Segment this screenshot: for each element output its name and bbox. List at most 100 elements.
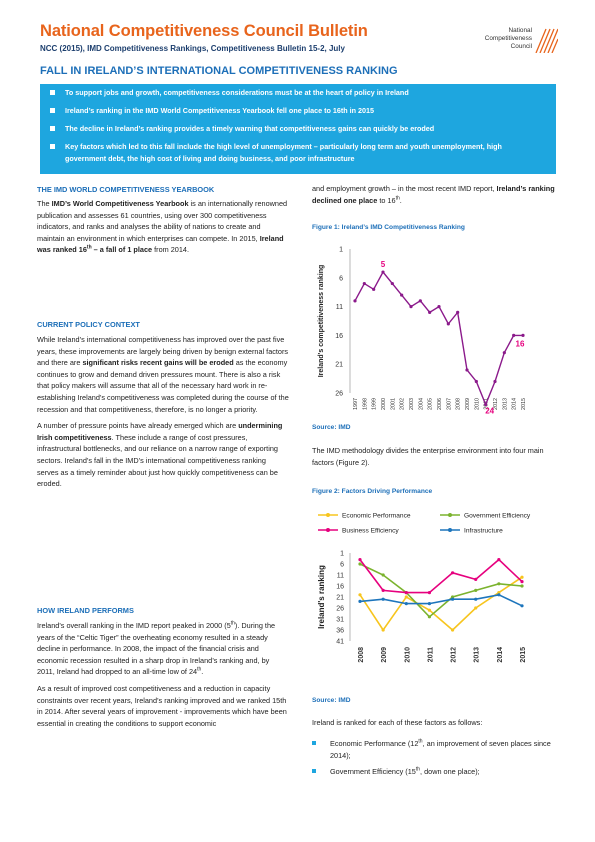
yearbook-paragraph: The IMD’s World Competitiveness Yearbook… [37, 199, 288, 255]
data-point [381, 270, 385, 274]
series-line [359, 558, 523, 594]
data-point [437, 305, 441, 309]
key-point: Ireland’s ranking in the IMD World Compe… [50, 105, 545, 117]
figure-1-source: Source: IMD [312, 424, 351, 431]
data-point [404, 602, 408, 606]
bullet-icon [312, 769, 316, 774]
y-tick-label: 21 [335, 362, 343, 369]
y-tick-label: 11 [336, 304, 343, 311]
x-tick-label: 2012 [493, 398, 499, 410]
legend-label: Business Efficiency [342, 528, 399, 535]
x-tick-label: 2002 [400, 398, 406, 410]
methodology-paragraph: The IMD methodology divides the enterpri… [312, 446, 544, 467]
factors-intro: Ireland is ranked for each of these fact… [312, 718, 483, 727]
data-point [428, 310, 432, 314]
data-point [358, 558, 362, 562]
legend-marker [448, 528, 452, 532]
data-point [456, 310, 460, 314]
key-points-box: To support jobs and growth, competitiven… [40, 84, 556, 174]
data-point [474, 597, 478, 601]
data-point [502, 351, 506, 355]
data-point [400, 293, 404, 297]
x-tick-label: 2013 [474, 647, 481, 663]
data-point [497, 593, 501, 597]
data-point [418, 299, 422, 303]
figure-1-title: Figure 1: Ireland’s IMD Competitiveness … [312, 224, 465, 231]
data-point [497, 582, 501, 586]
figure-2-title: Figure 2: Factors Driving Performance [312, 488, 433, 495]
performance-paragraphs: Ireland’s overall ranking in the IMD rep… [37, 620, 287, 728]
data-point [474, 577, 478, 581]
legend-marker [326, 513, 330, 517]
data-point [427, 602, 432, 606]
intro-paragraph-right: and employment growth – in the most rece… [312, 184, 555, 205]
logo-line-2: Competitiveness [484, 35, 532, 42]
y-tick-label: 1 [340, 551, 344, 558]
data-point [372, 287, 376, 291]
x-tick-label: 2007 [446, 398, 452, 410]
x-tick-label: 1997 [353, 398, 359, 410]
key-point: Key factors which led to this fall inclu… [50, 141, 545, 164]
key-point: To support jobs and growth, competitiven… [50, 87, 545, 99]
y-tick-label: 31 [336, 617, 344, 624]
factor-item: Government Efficiency (15th, down one pl… [312, 766, 564, 778]
y-tick-label: 26 [336, 606, 344, 613]
legend-label: Infrastructure [464, 528, 503, 535]
y-tick-label: 11 [337, 573, 344, 580]
data-point [381, 573, 385, 577]
data-point [520, 575, 524, 579]
data-point [362, 281, 366, 286]
policy-paragraphs: While Ireland’s international competitiv… [37, 335, 289, 489]
x-tick-label: 2008 [358, 647, 365, 663]
x-tick-label: 2012 [451, 647, 458, 663]
factors-list: Economic Performance (12th, an improveme… [312, 738, 564, 778]
bullet-icon [312, 741, 316, 745]
series-line [359, 576, 523, 632]
data-point [497, 558, 501, 562]
legend-label: Economic Performance [342, 513, 411, 520]
data-point [381, 628, 385, 632]
data-point [450, 571, 455, 575]
y-tick-label: 16 [336, 584, 344, 591]
key-point: The decline in Ireland’s ranking provide… [50, 123, 545, 135]
data-point [474, 379, 478, 384]
data-point [427, 615, 432, 619]
bullet-icon [50, 90, 55, 95]
x-tick-label: 1999 [372, 398, 378, 410]
x-tick-label: 2015 [520, 647, 527, 663]
data-point [409, 305, 413, 309]
x-tick-label: 2014 [512, 398, 518, 410]
x-tick-label: 2006 [437, 398, 443, 410]
y-tick-label: 6 [340, 562, 344, 569]
data-point [484, 402, 488, 407]
factor-item: Economic Performance (12th, an improveme… [312, 738, 564, 761]
x-tick-label: 2005 [428, 398, 434, 410]
data-point [427, 608, 432, 612]
data-point [450, 628, 455, 632]
data-point [450, 595, 455, 599]
y-tick-label: 16 [335, 333, 343, 340]
series-line [359, 593, 523, 607]
data-point [446, 322, 450, 326]
bullet-icon [50, 108, 55, 113]
x-tick-label: 1998 [362, 398, 368, 410]
series-line [359, 563, 523, 618]
data-point [404, 595, 408, 599]
data-label: 24 [485, 407, 494, 416]
legend-label: Government Efficiency [464, 513, 531, 520]
data-point [521, 333, 525, 337]
bullet-icon [50, 126, 55, 131]
figure-2-source: Source: IMD [312, 697, 351, 704]
data-point [497, 591, 501, 595]
data-point [474, 606, 478, 610]
y-tick-label: 26 [335, 391, 343, 398]
logo-stripes-icon [535, 28, 558, 53]
legend-marker [448, 513, 452, 517]
data-point [390, 281, 394, 286]
x-tick-label: 2010 [474, 398, 480, 410]
ncc-logo: National Competitiveness Council [476, 27, 558, 53]
bulletin-title: National Competitiveness Council Bulleti… [40, 22, 368, 40]
data-label: 5 [381, 260, 386, 269]
y-axis-title: Ireland's ranking [317, 565, 326, 629]
